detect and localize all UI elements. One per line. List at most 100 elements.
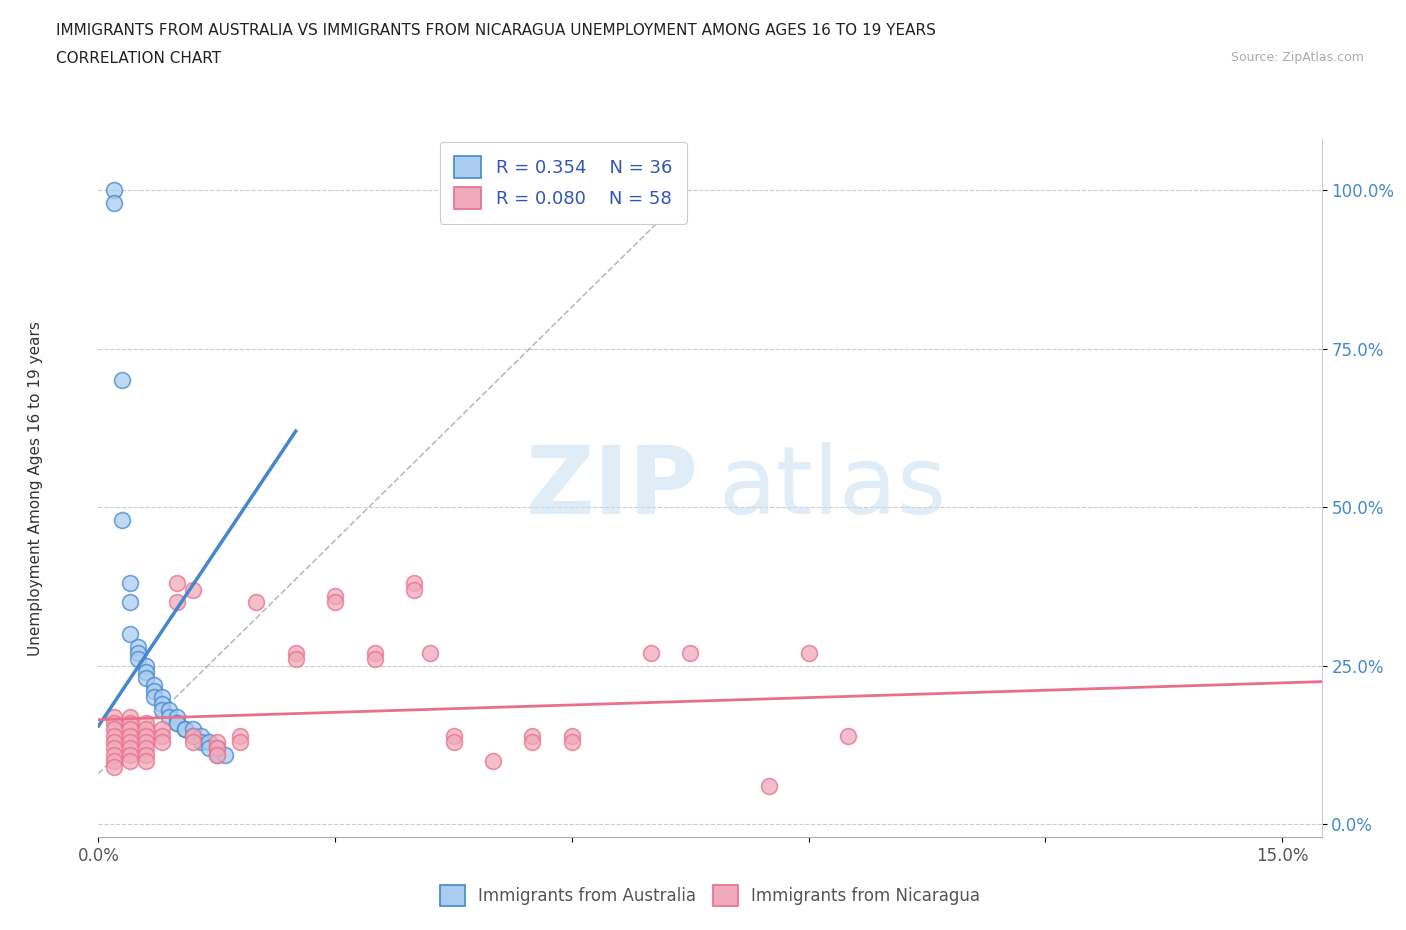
Point — [103, 753, 125, 768]
Point — [443, 735, 465, 750]
Text: CORRELATION CHART: CORRELATION CHART — [56, 51, 221, 66]
Text: IMMIGRANTS FROM AUSTRALIA VS IMMIGRANTS FROM NICARAGUA UNEMPLOYMENT AMONG AGES 1: IMMIGRANTS FROM AUSTRALIA VS IMMIGRANTS … — [56, 23, 936, 38]
Point — [111, 373, 134, 388]
Point — [135, 715, 157, 730]
Point — [135, 722, 157, 737]
Point — [142, 677, 165, 692]
Point — [837, 728, 859, 743]
Point — [118, 576, 141, 591]
Point — [103, 728, 125, 743]
Point — [111, 512, 134, 527]
Point — [323, 589, 346, 604]
Legend: Immigrants from Australia, Immigrants from Nicaragua: Immigrants from Australia, Immigrants fr… — [433, 879, 987, 912]
Point — [482, 753, 505, 768]
Point — [214, 747, 236, 762]
Point — [198, 741, 221, 756]
Point — [103, 715, 125, 730]
Point — [166, 709, 188, 724]
Point — [135, 658, 157, 673]
Point — [127, 652, 149, 667]
Point — [181, 722, 204, 737]
Point — [135, 671, 157, 686]
Point — [229, 735, 252, 750]
Point — [135, 735, 157, 750]
Point — [127, 639, 149, 654]
Point — [198, 735, 221, 750]
Point — [190, 728, 212, 743]
Point — [190, 735, 212, 750]
Point — [142, 684, 165, 698]
Point — [181, 728, 204, 743]
Point — [284, 645, 307, 660]
Point — [166, 576, 188, 591]
Point — [118, 709, 141, 724]
Point — [205, 747, 228, 762]
Point — [142, 690, 165, 705]
Point — [118, 595, 141, 610]
Point — [103, 195, 125, 210]
Point — [166, 595, 188, 610]
Point — [103, 741, 125, 756]
Point — [135, 741, 157, 756]
Point — [522, 735, 544, 750]
Point — [205, 741, 228, 756]
Point — [205, 741, 228, 756]
Point — [404, 576, 426, 591]
Point — [150, 735, 173, 750]
Point — [127, 645, 149, 660]
Point — [135, 747, 157, 762]
Point — [103, 183, 125, 198]
Point — [118, 747, 141, 762]
Point — [404, 582, 426, 597]
Point — [118, 741, 141, 756]
Point — [363, 645, 385, 660]
Point — [159, 709, 181, 724]
Point — [118, 735, 141, 750]
Point — [150, 690, 173, 705]
Text: atlas: atlas — [718, 443, 946, 534]
Point — [205, 735, 228, 750]
Point — [150, 697, 173, 711]
Point — [561, 735, 583, 750]
Point — [443, 728, 465, 743]
Point — [323, 595, 346, 610]
Point — [103, 709, 125, 724]
Point — [640, 645, 662, 660]
Point — [181, 728, 204, 743]
Point — [174, 722, 197, 737]
Point — [103, 722, 125, 737]
Point — [118, 715, 141, 730]
Point — [135, 753, 157, 768]
Point — [797, 645, 820, 660]
Point — [103, 747, 125, 762]
Point — [363, 652, 385, 667]
Point — [205, 747, 228, 762]
Point — [758, 778, 780, 793]
Point — [229, 728, 252, 743]
Point — [166, 715, 188, 730]
Point — [118, 753, 141, 768]
Point — [118, 722, 141, 737]
Point — [103, 760, 125, 775]
Point — [118, 627, 141, 642]
Text: Source: ZipAtlas.com: Source: ZipAtlas.com — [1230, 51, 1364, 64]
Point — [118, 728, 141, 743]
Point — [166, 715, 188, 730]
Point — [522, 728, 544, 743]
Text: ZIP: ZIP — [526, 443, 699, 534]
Y-axis label: Unemployment Among Ages 16 to 19 years: Unemployment Among Ages 16 to 19 years — [28, 321, 42, 656]
Point — [159, 703, 181, 718]
Point — [561, 728, 583, 743]
Point — [561, 183, 583, 198]
Point — [419, 645, 441, 660]
Point — [245, 595, 267, 610]
Point — [135, 665, 157, 680]
Point — [284, 652, 307, 667]
Point — [135, 728, 157, 743]
Point — [174, 722, 197, 737]
Point — [150, 703, 173, 718]
Point — [150, 728, 173, 743]
Point — [103, 735, 125, 750]
Point — [679, 645, 702, 660]
Point — [181, 582, 204, 597]
